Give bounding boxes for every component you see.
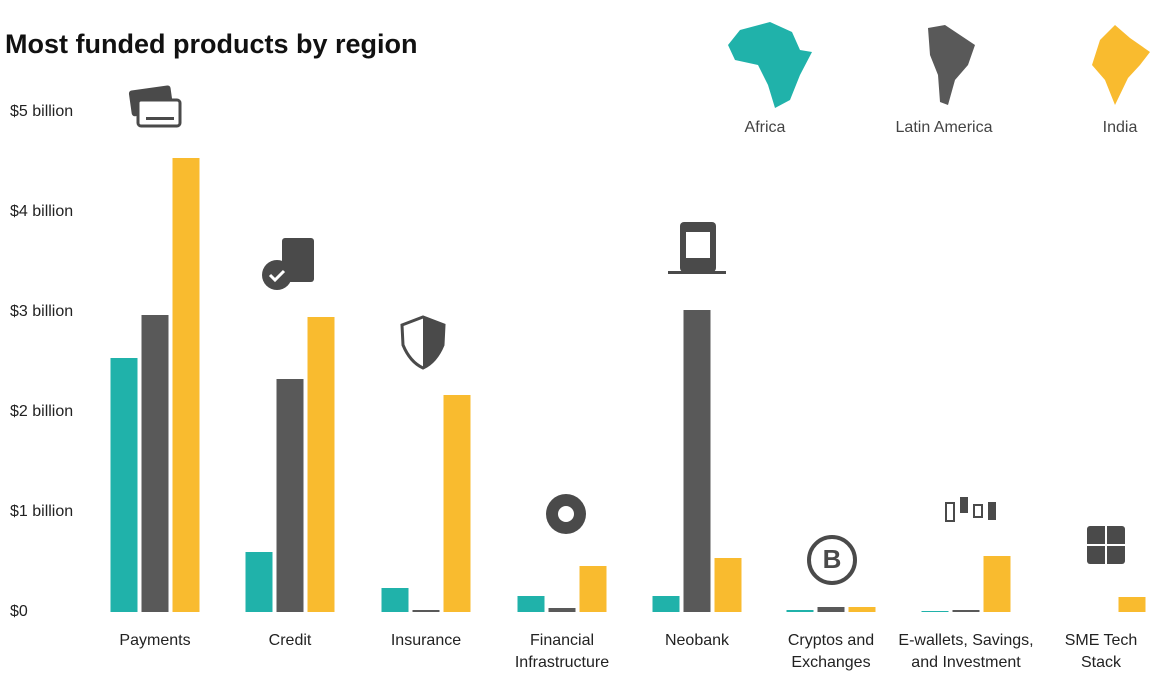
y-tick-label: $0 xyxy=(10,603,28,620)
bar xyxy=(307,317,335,612)
bar xyxy=(110,358,138,612)
y-tick-label: $3 billion xyxy=(10,303,73,320)
x-tick-label: Insurance xyxy=(390,632,462,649)
legend-label: India xyxy=(1103,119,1138,136)
legend-label: Latin America xyxy=(896,119,993,136)
y-tick-label: $1 billion xyxy=(10,503,73,520)
bar xyxy=(1118,597,1146,612)
bar xyxy=(579,566,607,612)
x-tick-label: SME Tech Stack xyxy=(1064,632,1138,671)
y-tick-label: $5 billion xyxy=(10,103,73,120)
latam-icon xyxy=(928,25,975,105)
x-tick-label: Financial Infrastructure xyxy=(514,632,610,671)
y-tick-label: $2 billion xyxy=(10,403,73,420)
bar xyxy=(548,608,576,612)
chart-title: Most funded products by region xyxy=(5,29,418,59)
svg-text:B: B xyxy=(823,544,842,574)
bar xyxy=(141,315,169,612)
bar xyxy=(848,607,876,612)
bar xyxy=(983,556,1011,612)
bar xyxy=(443,395,471,612)
category-icons: B xyxy=(128,85,1125,585)
bar xyxy=(652,596,680,612)
bar xyxy=(683,310,711,612)
bar xyxy=(921,611,949,612)
x-tick-label: Credit xyxy=(268,632,312,649)
x-tick-label: Neobank xyxy=(664,632,730,649)
bar xyxy=(412,610,440,612)
y-tick-label: $4 billion xyxy=(10,203,73,220)
bar xyxy=(817,607,845,612)
india-icon xyxy=(1092,25,1150,105)
bar xyxy=(245,552,273,612)
x-tick-label: E-wallets, Savings, and Investment xyxy=(898,632,1034,671)
x-tick-label: Payments xyxy=(119,632,191,649)
bar xyxy=(952,610,980,612)
bar xyxy=(276,379,304,612)
bar xyxy=(517,596,545,612)
legend-label: Africa xyxy=(745,119,786,136)
bar xyxy=(714,558,742,612)
x-tick-label: Cryptos and Exchanges xyxy=(787,632,875,671)
bar xyxy=(381,588,409,612)
bar xyxy=(172,158,200,612)
bar xyxy=(786,610,814,612)
africa-icon xyxy=(728,22,812,108)
